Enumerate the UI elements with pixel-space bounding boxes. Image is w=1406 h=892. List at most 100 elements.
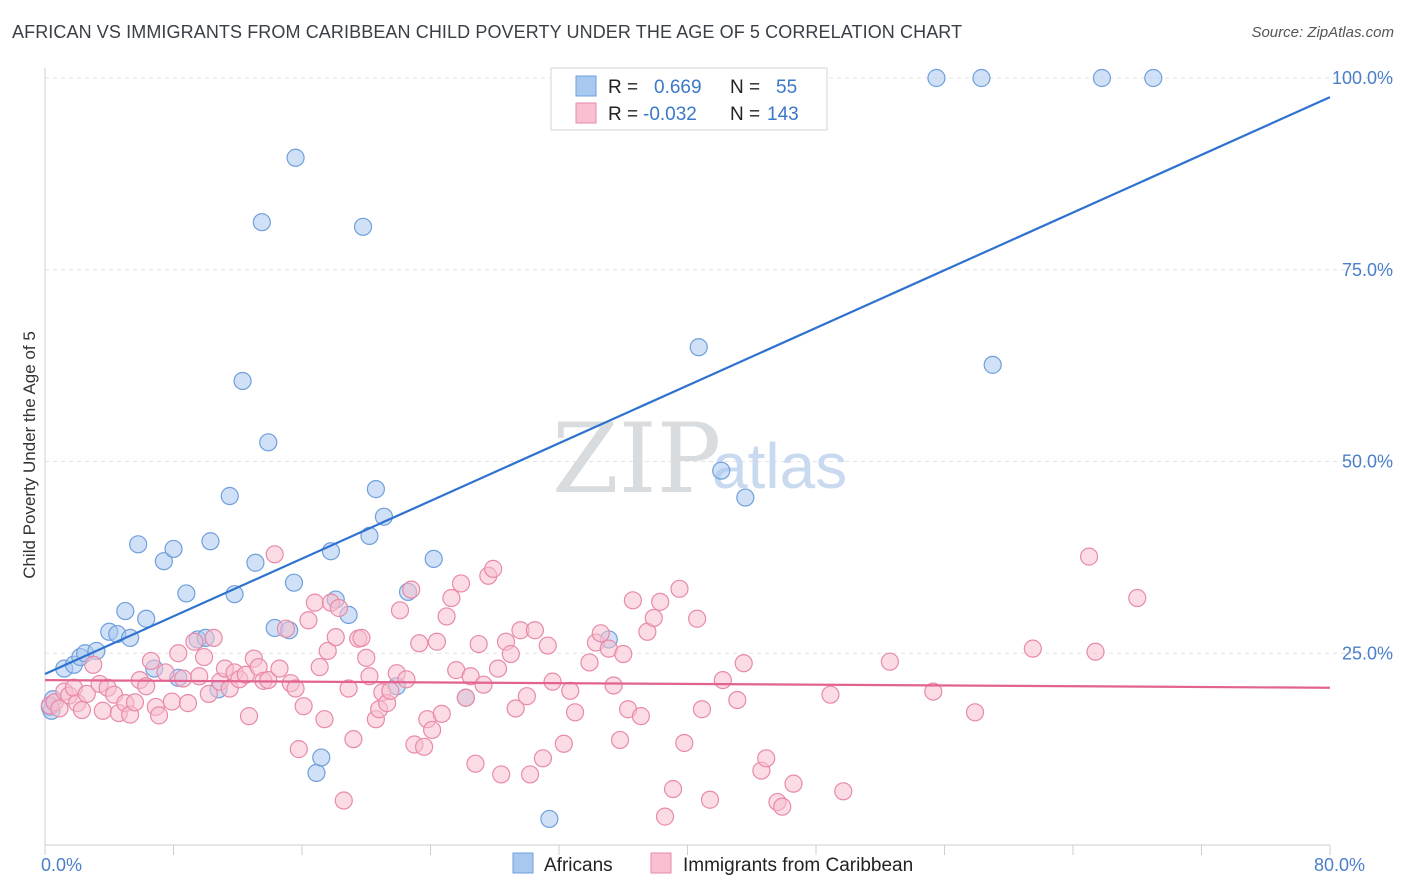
legend-box: R = 0.669 N = 55 R = -0.032 N = 143 xyxy=(550,67,828,131)
data-point xyxy=(305,593,324,612)
data-point xyxy=(177,584,196,603)
data-point xyxy=(352,628,371,648)
data-point xyxy=(141,651,161,671)
data-point xyxy=(307,763,326,783)
data-point xyxy=(276,619,296,638)
data-point xyxy=(204,628,223,648)
legend-row-africans: R = 0.669 N = 55 xyxy=(575,75,797,98)
y-tick-label: 25.0% xyxy=(1342,643,1393,663)
data-point xyxy=(125,693,145,712)
data-point xyxy=(201,532,220,551)
data-point xyxy=(246,553,265,572)
data-point xyxy=(77,684,96,704)
bottom-legend: Africans Immigrants from Caribbean xyxy=(512,852,913,876)
data-point xyxy=(185,632,204,651)
chart-source: Source: ZipAtlas.com xyxy=(1251,24,1394,41)
data-point xyxy=(469,634,488,654)
data-point xyxy=(344,730,363,749)
data-point xyxy=(310,657,329,677)
data-point xyxy=(442,588,461,608)
data-point xyxy=(424,549,443,569)
data-point xyxy=(591,624,610,643)
data-point xyxy=(1128,588,1147,608)
data-point xyxy=(456,688,475,707)
data-point xyxy=(299,611,318,630)
x-tick-label: 80.0% xyxy=(1314,855,1365,875)
data-point xyxy=(137,677,156,696)
legend-n-label: N = xyxy=(730,77,760,98)
data-point xyxy=(466,754,485,773)
data-point xyxy=(538,636,557,655)
data-point xyxy=(712,461,731,480)
data-point xyxy=(773,797,792,816)
data-point xyxy=(252,213,271,232)
legend-row-caribbean: R = -0.032 N = 143 xyxy=(575,102,799,125)
data-point xyxy=(484,559,503,578)
legend-r-label: R = xyxy=(608,77,638,98)
data-point xyxy=(366,480,385,499)
data-point xyxy=(506,699,525,718)
bottom-legend-swatch-africans xyxy=(512,852,534,874)
data-point xyxy=(397,670,416,689)
data-point xyxy=(924,682,943,701)
data-point xyxy=(154,552,173,571)
data-point xyxy=(270,659,289,678)
data-point xyxy=(675,733,694,753)
data-point xyxy=(1092,68,1112,88)
watermark-zip: ZIP xyxy=(552,403,721,515)
data-point xyxy=(312,748,331,767)
data-point xyxy=(149,706,169,725)
data-point xyxy=(432,704,451,723)
data-point xyxy=(689,338,708,357)
data-point xyxy=(116,601,135,621)
data-point xyxy=(728,690,747,710)
legend-swatch-africans xyxy=(575,75,597,97)
data-point xyxy=(610,730,630,750)
data-point xyxy=(194,647,214,667)
data-point xyxy=(239,707,259,726)
data-point xyxy=(190,667,209,686)
data-point xyxy=(50,699,69,718)
data-point xyxy=(164,539,183,559)
data-point xyxy=(233,371,252,391)
bottom-legend-swatch-caribbean xyxy=(650,852,672,874)
data-point xyxy=(1086,642,1105,661)
data-point xyxy=(162,692,181,711)
data-point xyxy=(1144,68,1163,88)
data-point xyxy=(631,707,651,726)
data-point xyxy=(318,641,337,661)
trend-lines xyxy=(44,96,1331,689)
data-point xyxy=(983,355,1002,374)
data-point xyxy=(437,607,456,626)
data-point xyxy=(517,687,536,706)
y-tick-label: 50.0% xyxy=(1342,452,1393,472)
legend-swatch-caribbean xyxy=(575,102,597,124)
data-point xyxy=(520,765,540,784)
data-point xyxy=(488,659,508,678)
data-point xyxy=(294,697,313,716)
y-tick-labels: 25.0% 50.0% 75.0% 100.0% xyxy=(1332,68,1393,663)
data-point xyxy=(623,591,642,610)
legend-n-value: 143 xyxy=(767,104,799,125)
data-point xyxy=(286,148,305,167)
legend-n-value: 55 xyxy=(776,77,797,98)
data-point xyxy=(289,740,308,759)
data-point xyxy=(84,655,103,674)
y-tick-label: 100.0% xyxy=(1332,68,1393,88)
data-point xyxy=(353,217,373,236)
data-point xyxy=(174,669,193,688)
bottom-legend-label-africans: Africans xyxy=(544,855,613,876)
data-point xyxy=(220,486,239,506)
trend-line xyxy=(44,96,1331,675)
legend-r-value: 0.669 xyxy=(654,77,702,98)
trend-line xyxy=(44,678,1331,689)
data-point xyxy=(692,700,712,719)
data-point xyxy=(713,670,732,690)
data-point xyxy=(461,667,480,686)
data-point xyxy=(286,679,305,698)
legend-n-label: N = xyxy=(730,104,760,125)
data-point xyxy=(543,672,562,691)
data-point xyxy=(329,598,349,618)
data-point xyxy=(834,782,853,801)
